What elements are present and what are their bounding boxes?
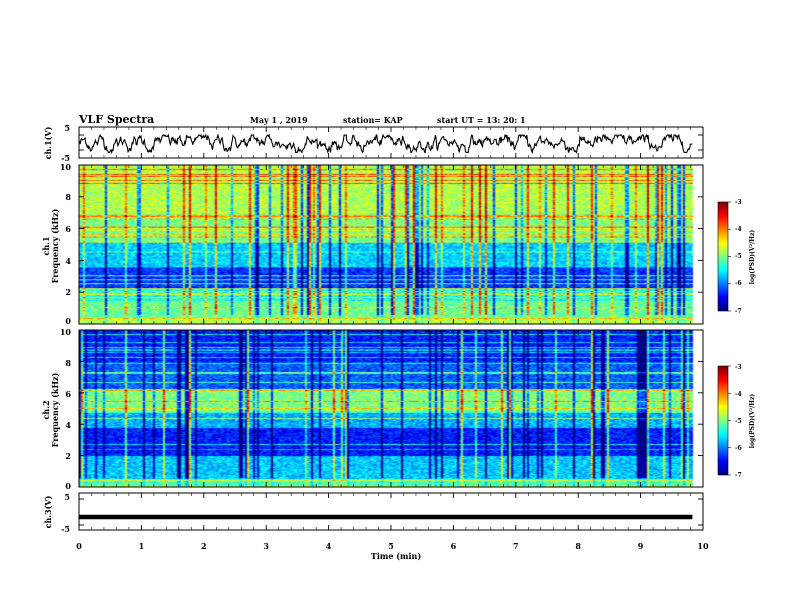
ch2-freq-tick-4: 4	[65, 420, 71, 430]
figure-title: VLF Spectra	[78, 113, 154, 126]
ch1-colorbar	[718, 202, 728, 311]
ch2-cb-tick-m4: -4	[735, 391, 742, 398]
time-axis-ticklabels: 0 1 2 3 4 5 6 7 8 9 10	[76, 541, 709, 551]
ch1-ylabel: ch.1(V)	[43, 126, 53, 159]
ch1-cb-tick-m7: -7	[735, 308, 742, 315]
time-tick-5: 5	[388, 541, 394, 551]
ch2-cb-tick-m7: -7	[735, 472, 742, 479]
ch2-frequency-label: Frequency (kHz)	[50, 372, 60, 447]
ch2-freq-tick-6: 6	[65, 389, 71, 399]
ch3-waveform-panel: 5 -5 ch.3(V)	[43, 492, 704, 534]
ch1-waveform-panel: 5 -5 ch.1(V)	[43, 123, 704, 163]
ch1-cb-tick-m3: -3	[735, 199, 742, 206]
ch2-spectrogram-panel: 0 2 4 6 8 10 ch.2 Frequency (kHz) -3 -4 …	[41, 327, 756, 491]
ch2-channel-label: ch.2	[41, 400, 51, 419]
ch1-spectrogram-panel: 0 2 4 6 8 10 ch.1 Frequency (kHz) -3 -4 …	[41, 162, 756, 326]
ch2-cb-tick-m6: -6	[735, 445, 742, 452]
ch1-cb-tick-m5: -5	[735, 253, 742, 260]
ch2-freq-tick-2: 2	[65, 451, 71, 461]
ch1-freq-ticklabels: 0 2 4 6 8 10	[60, 162, 72, 326]
ch2-freq-tick-10: 10	[60, 327, 72, 337]
time-tick-6: 6	[451, 541, 457, 551]
ch2-cb-tick-m5: -5	[735, 418, 742, 425]
time-tick-8: 8	[575, 541, 581, 551]
ch1-ytick-bottom: -5	[61, 153, 70, 163]
ch2-freq-tick-8: 8	[65, 358, 71, 368]
time-tick-3: 3	[263, 541, 269, 551]
time-tick-7: 7	[513, 541, 519, 551]
time-tick-0: 0	[76, 541, 82, 551]
ch2-freq-ticklabels: 0 2 4 6 8 10	[60, 327, 72, 491]
time-tick-10: 10	[697, 541, 709, 551]
time-tick-1: 1	[139, 541, 145, 551]
ch1-cb-tick-m4: -4	[735, 226, 742, 233]
ch1-freq-tick-10: 10	[60, 162, 72, 172]
ch1-ytick-top: 5	[64, 123, 70, 133]
ch3-ytick-top: 5	[64, 492, 70, 502]
ch1-waveform-line	[79, 133, 693, 155]
time-axis-label: Time (min)	[371, 551, 421, 561]
ch1-cb-tick-m6: -6	[735, 280, 742, 287]
ch1-frequency-label: Frequency (kHz)	[50, 208, 60, 283]
ch1-freq-tick-6: 6	[65, 224, 71, 234]
ch3-waveform-frame	[78, 492, 704, 531]
ch1-channel-label: ch.1	[41, 236, 51, 255]
ch2-spectrogram-image	[79, 330, 703, 487]
ch1-freq-tick-4: 4	[65, 256, 71, 266]
station-label: station= KAP	[343, 115, 403, 125]
time-tick-2: 2	[201, 541, 207, 551]
ch2-colorbar-label: log(PSD)(V²/Hz)	[749, 394, 756, 449]
ch2-colorbar	[718, 366, 728, 475]
ch1-spectrogram-image	[79, 165, 703, 324]
date-label: May 1 , 2019	[250, 115, 308, 125]
ch1-colorbar-label: log(PSD)(V²/Hz)	[749, 230, 756, 285]
ch1-freq-tick-8: 8	[65, 192, 71, 202]
ch1-freq-tick-2: 2	[65, 287, 71, 297]
time-tick-4: 4	[326, 541, 332, 551]
ch1-freq-tick-0: 0	[65, 316, 71, 326]
start-time-label: start UT = 13: 20: 1	[437, 115, 526, 125]
time-tick-9: 9	[638, 541, 644, 551]
ch2-freq-tick-0: 0	[65, 481, 71, 491]
ch3-ytick-bottom: -5	[61, 524, 70, 534]
ch2-cb-tick-m3: -3	[735, 364, 742, 371]
ch3-ylabel: ch.3(V)	[43, 495, 53, 528]
